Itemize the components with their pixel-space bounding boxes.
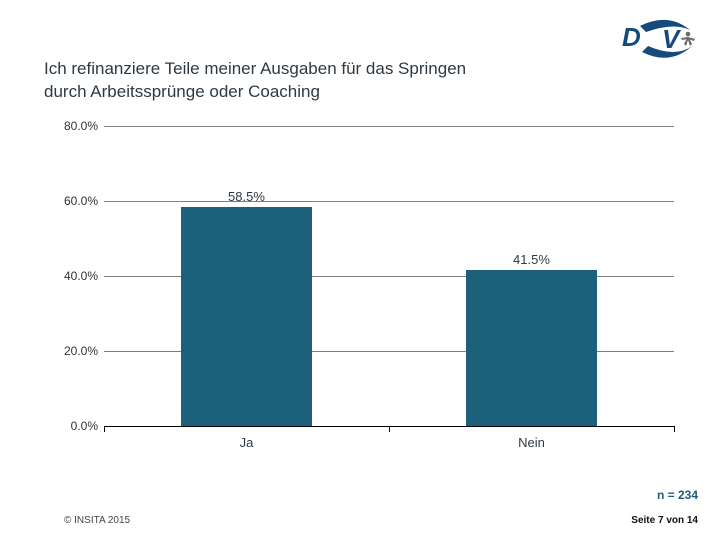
dfv-logo: D V [618,16,698,62]
bar-chart: 58.5% 41.5% 0.0% 20.0% 40.0% 60.0% 80.0% Ja Nei… [54,120,674,450]
y-tick-label: 40.0% [54,269,98,283]
logo-letter-v: V [662,24,682,54]
y-tick-label: 0.0% [54,419,98,433]
x-tick-mark [674,426,675,432]
footer-page-number: Seite 7 von 14 [631,515,698,526]
logo-skydiver-icon [681,32,695,46]
bar-value-label: 58.5% [181,189,312,204]
y-tick-label: 60.0% [54,194,98,208]
plot-area: 58.5% 41.5% [104,126,674,426]
gridline [104,126,674,127]
y-tick-label: 20.0% [54,344,98,358]
title-line-1: Ich refinanziere Teile meiner Ausgaben f… [44,59,466,78]
footer-copyright: © INSITA 2015 [64,515,130,526]
slide-title: Ich refinanziere Teile meiner Ausgaben f… [44,58,564,104]
bar: 41.5% [466,270,597,426]
bar: 58.5% [181,207,312,426]
bar-value-label: 41.5% [466,252,597,267]
x-tick-mark [104,426,105,432]
slide: D V Ich refinanziere Teile meiner Ausgab… [0,0,720,540]
title-line-2: durch Arbeitssprünge oder Coaching [44,82,320,101]
x-tick-mark [389,426,390,432]
x-tick-label: Ja [207,435,287,450]
sample-size: n = 234 [657,488,698,502]
x-tick-label: Nein [492,435,572,450]
logo-letter-d: D [622,22,641,52]
y-tick-label: 80.0% [54,119,98,133]
